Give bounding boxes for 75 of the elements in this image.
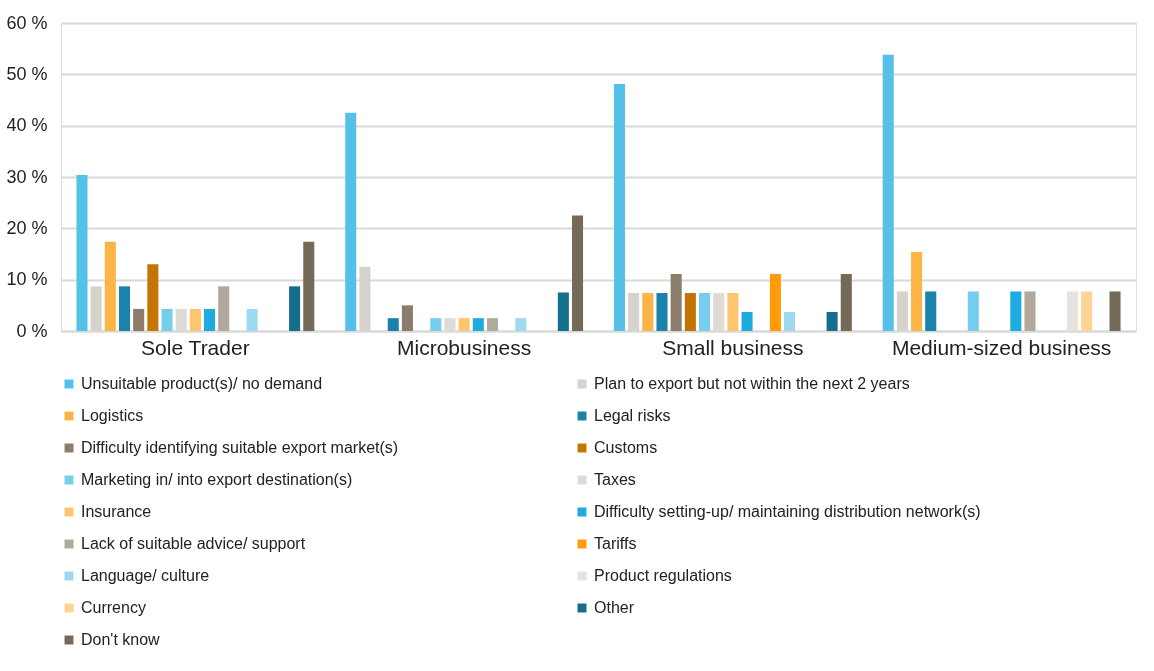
bar	[401, 305, 413, 331]
bar	[486, 318, 498, 331]
bar	[90, 286, 102, 331]
y-tick-label: 0 %	[16, 320, 48, 341]
legend-label: Unsuitable product(s)/ no demand	[81, 375, 323, 392]
bar	[1066, 291, 1079, 331]
bar	[769, 274, 781, 331]
y-tick-label: 50 %	[6, 63, 48, 84]
bar	[896, 291, 908, 331]
bar	[246, 308, 258, 331]
legend-label: Language/ culture	[81, 567, 210, 584]
bar	[628, 293, 640, 331]
bar	[204, 308, 216, 331]
bar	[670, 274, 682, 331]
x-tick-label: Small business	[662, 335, 804, 359]
legend-label: Product regulations	[594, 567, 732, 584]
bar	[727, 293, 739, 331]
bar	[359, 266, 371, 331]
bar	[1109, 291, 1121, 331]
bar	[967, 291, 979, 331]
legend-label: Lack of suitable advice/ support	[81, 535, 306, 552]
bar	[613, 84, 625, 331]
y-tick-label: 20 %	[6, 217, 48, 238]
legend-label: Don't know	[81, 631, 161, 648]
y-tick-label: 40 %	[6, 115, 48, 136]
bar	[911, 251, 923, 331]
legend-label: Other	[594, 599, 635, 616]
bar	[784, 312, 796, 331]
legend-label: Difficulty setting-up/ maintaining distribution network(s)	[594, 503, 981, 520]
bar	[161, 308, 173, 331]
legend-label: Plan to export but not within the next 2 years	[594, 375, 910, 392]
legend-label: Logistics	[81, 407, 144, 424]
bar	[1024, 291, 1036, 331]
bar	[557, 292, 569, 331]
bar	[642, 293, 654, 331]
bar	[218, 286, 230, 331]
bar	[1010, 291, 1022, 331]
bar	[147, 264, 159, 331]
bar	[656, 293, 668, 331]
bar	[430, 318, 442, 331]
legend-label: Marketing in/ into export destination(s)	[81, 471, 353, 488]
bar	[303, 241, 315, 331]
bar	[925, 291, 937, 331]
bar	[515, 318, 527, 331]
legend-label: Tariffs	[594, 535, 637, 552]
legend-label: Insurance	[81, 503, 152, 520]
bar	[826, 312, 838, 331]
legend-label: Difficulty identifying suitable export market(s)	[81, 439, 399, 456]
bar	[345, 112, 357, 331]
x-tick-label: Medium-sized business	[891, 335, 1112, 359]
x-tick-label: Sole Trader	[141, 335, 250, 359]
bar	[76, 174, 88, 331]
bar	[684, 293, 696, 331]
bar	[840, 274, 852, 331]
y-tick-label: 30 %	[6, 166, 48, 187]
bar	[472, 318, 484, 331]
y-tick-label: 10 %	[6, 269, 48, 290]
bar	[118, 286, 131, 331]
bar	[458, 318, 470, 331]
legend-label: Legal risks	[594, 407, 671, 424]
x-tick-label: Microbusiness	[397, 335, 532, 359]
legend-label: Taxes	[594, 471, 636, 488]
bar	[572, 215, 584, 331]
y-tick-label: 60 %	[6, 12, 48, 33]
bar	[882, 54, 894, 331]
bar	[699, 293, 711, 331]
bar	[289, 286, 301, 331]
bar	[189, 308, 201, 331]
bar	[1081, 291, 1093, 331]
bar	[741, 312, 753, 331]
bar	[387, 318, 399, 331]
bar	[133, 308, 145, 331]
legend-label: Customs	[594, 439, 658, 456]
legend-label: Currency	[81, 599, 146, 616]
bar	[104, 241, 116, 331]
